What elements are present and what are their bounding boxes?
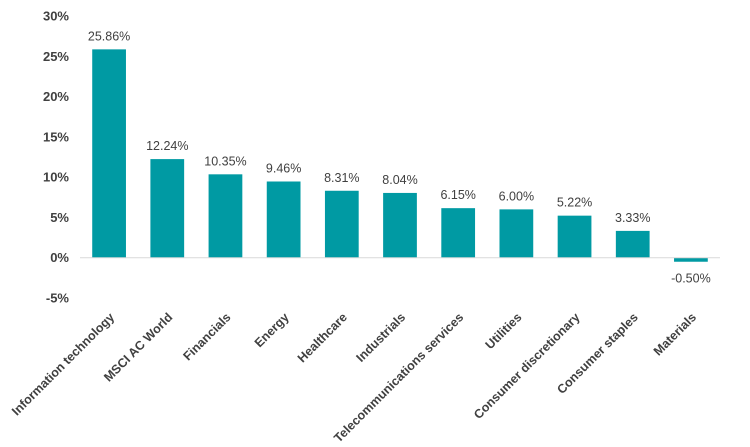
x-tick-label: Financials [180, 310, 233, 363]
y-tick-label: 5% [50, 210, 69, 225]
y-tick-label: 15% [43, 129, 69, 144]
bar [92, 49, 126, 258]
bar [208, 174, 243, 258]
x-tick-label: Telecommunications services [331, 310, 466, 445]
x-tick-label: Utilities [483, 310, 525, 352]
data-labels: 25.86% 12.24% 10.35% 9.46% 8.31% 8.04% 6.15% 6.… [88, 29, 711, 285]
bar [441, 208, 476, 258]
bar [383, 192, 417, 258]
y-tick-label: 10% [43, 170, 69, 185]
y-tick-label: 25% [43, 49, 69, 64]
bar [615, 230, 650, 258]
data-label: 25.86% [88, 29, 130, 43]
bars [92, 49, 708, 262]
data-label: 6.15% [440, 188, 475, 202]
data-label: 8.04% [382, 173, 417, 187]
data-label: 3.33% [615, 211, 650, 225]
bar [557, 215, 592, 258]
data-label: 6.00% [499, 189, 534, 203]
x-tick-label: Information technology [9, 310, 117, 418]
x-tick-label: Industrials [354, 310, 409, 365]
bar [324, 190, 359, 258]
x-tick-label: Healthcare [295, 310, 350, 365]
y-tick-label: 20% [43, 89, 69, 104]
data-label: -0.50% [671, 272, 711, 286]
data-label: 10.35% [204, 154, 246, 168]
data-label: 9.46% [266, 161, 301, 175]
bar [266, 181, 301, 258]
x-tick-label: Materials [651, 310, 699, 358]
y-axis-ticks: -5% 0% 5% 10% 15% 20% 25% 30% [43, 9, 69, 306]
bar [150, 159, 185, 258]
y-tick-label: -5% [46, 291, 70, 306]
y-tick-label: 30% [43, 9, 69, 24]
bar [674, 257, 708, 262]
data-label: 8.31% [324, 171, 359, 185]
data-label: 12.24% [146, 139, 188, 153]
x-tick-label: Consumer discretionary [471, 310, 583, 422]
x-tick-label: Energy [252, 310, 292, 350]
bar [499, 209, 534, 258]
y-tick-label: 0% [50, 250, 69, 265]
data-label: 5.22% [557, 196, 592, 210]
